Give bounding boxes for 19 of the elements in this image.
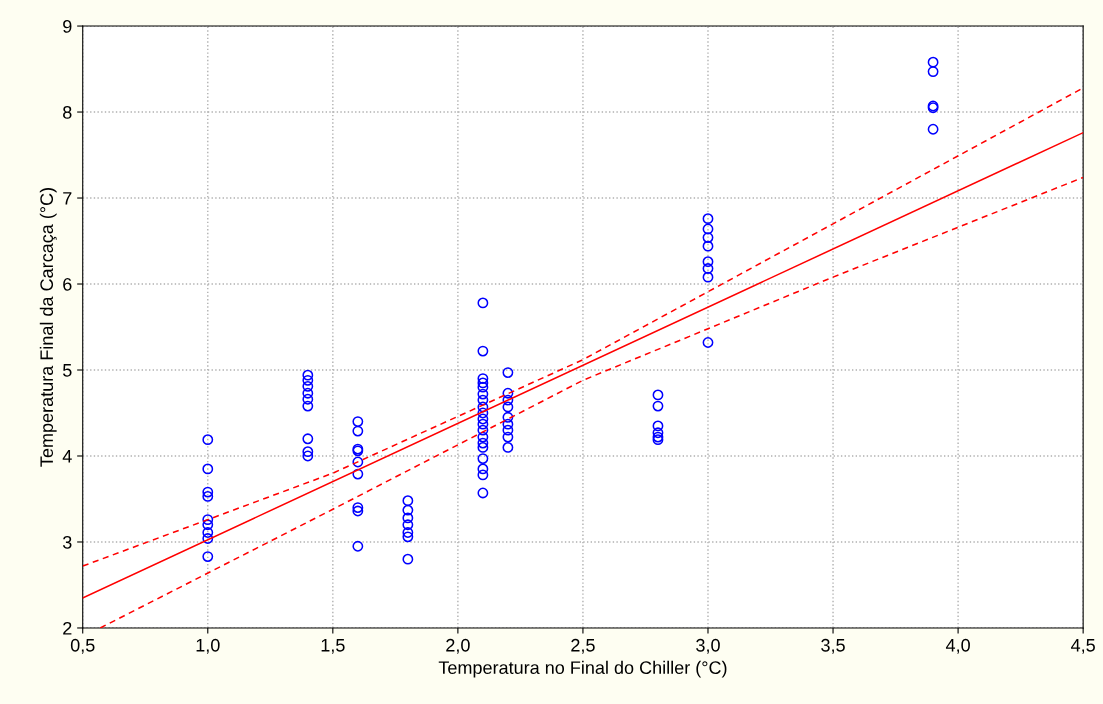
y-tick-label: 3	[62, 535, 72, 549]
x-tick-label: 2,5	[571, 638, 595, 654]
x-tick-label: 3,0	[696, 638, 720, 654]
x-axis-title: Temperatura no Final do Chiller (°C)	[438, 660, 727, 678]
y-tick-label: 5	[62, 364, 72, 377]
y-tick-label: 8	[63, 105, 72, 119]
x-tick-label: 0,5	[70, 638, 95, 654]
x-tick-label: 3,5	[821, 638, 845, 654]
x-tick-label: 4,0	[945, 638, 970, 654]
x-tick-label: 1,0	[196, 638, 220, 654]
y-tick-label: 6	[63, 277, 72, 291]
y-tick-label: 4	[62, 450, 72, 463]
x-tick-label: 4,5	[1071, 639, 1095, 654]
y-tick-label: 2	[63, 621, 72, 635]
y-tick-label: 7	[63, 192, 72, 205]
x-tick-label: 1,5	[321, 639, 345, 654]
y-tick-label: 9	[63, 19, 72, 33]
x-tick-label: 2,0	[446, 638, 470, 654]
y-axis-title: Temperatura Final da Carcaça (°C)	[39, 188, 57, 467]
